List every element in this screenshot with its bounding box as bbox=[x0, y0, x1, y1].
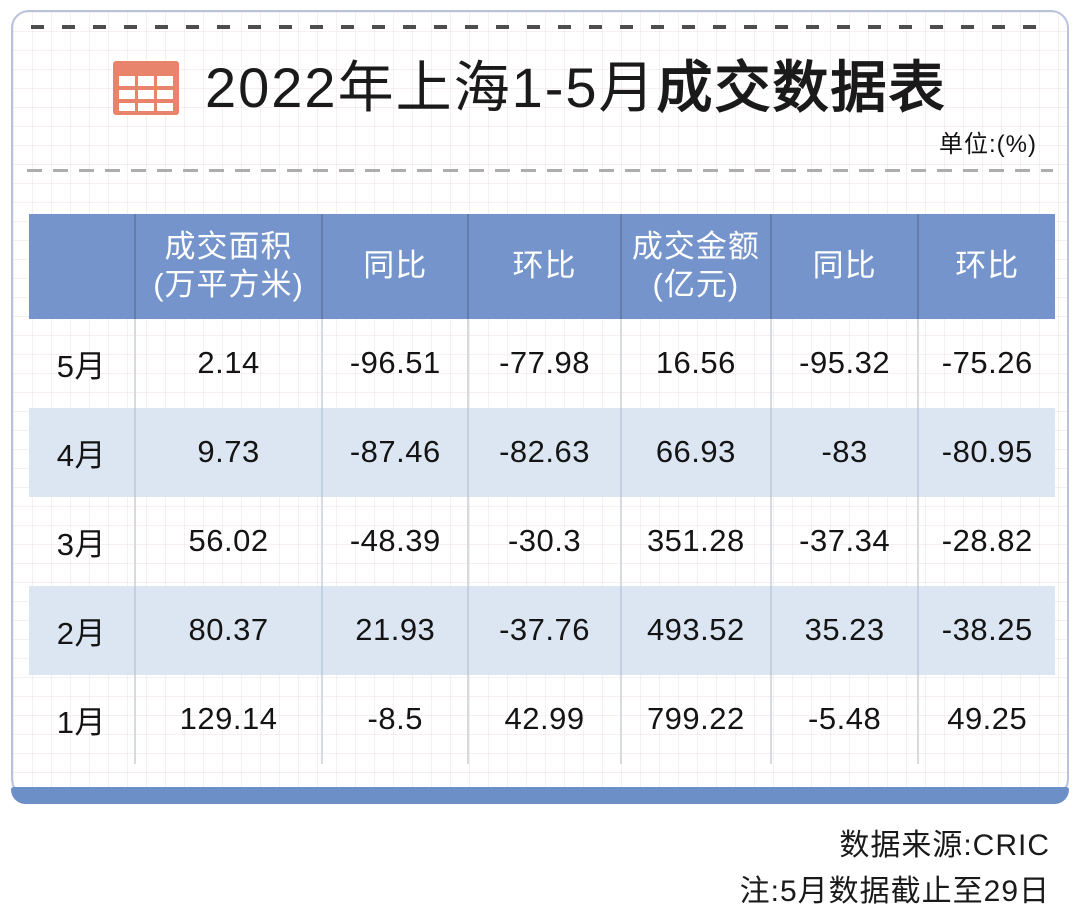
page-title: 2022年上海1-5月成交数据表 bbox=[205, 56, 947, 119]
value-cell: -8.5 bbox=[321, 674, 469, 764]
month-cell: 5月 bbox=[56, 348, 106, 384]
value-cell: -37.34 bbox=[769, 496, 919, 586]
title-bold-part: 成交数据表 bbox=[656, 56, 947, 119]
top-dashed-line bbox=[31, 25, 1049, 29]
value-cell: -77.98 bbox=[467, 318, 621, 408]
header-cell: 成交面积 (万平方米) bbox=[133, 213, 323, 319]
value-cell: 42.99 bbox=[467, 674, 621, 764]
value-cell: 129.14 bbox=[133, 674, 323, 764]
page: 2022年上海1-5月成交数据表 单位:(%) 成交面积 (万平方米) 同比 环比 成交… bbox=[0, 10, 1080, 914]
value-cell: -48.39 bbox=[321, 496, 469, 586]
data-source-label: 数据来源:CRIC bbox=[839, 829, 1050, 862]
header-cell: 环比 bbox=[917, 213, 1055, 319]
table-row: 4月 9.73 -87.46 -82.63 66.93 -83 -80.95 bbox=[29, 407, 1055, 497]
value-cell: -96.51 bbox=[321, 318, 469, 408]
table-header: 成交面积 (万平方米) 同比 环比 成交金额 (亿元) 同比 环比 bbox=[29, 213, 1055, 319]
month-cell: 2月 bbox=[29, 585, 135, 675]
header-cell: 同比 bbox=[769, 213, 919, 319]
value-cell: 16.56 bbox=[619, 318, 771, 408]
title-row: 2022年上海1-5月成交数据表 bbox=[113, 56, 1067, 119]
value-cell: 9.73 bbox=[133, 407, 323, 497]
table-row: 1月 129.14 -8.5 42.99 799.22 -5.48 49.25 bbox=[29, 674, 1055, 764]
table-row: 2月 80.37 21.93 -37.76 493.52 35.23 -38.25 bbox=[29, 585, 1055, 675]
card-bottom-bar bbox=[11, 787, 1069, 804]
value-cell: -87.46 bbox=[321, 407, 469, 497]
month-cell: 1月 bbox=[56, 704, 106, 740]
value-cell: -28.82 bbox=[917, 496, 1055, 586]
month-cell: 3月 bbox=[56, 526, 106, 562]
data-note-label: 注:5月数据截止至29日 bbox=[739, 874, 1050, 908]
value-cell: 2.14 bbox=[133, 318, 323, 408]
value-cell: 56.02 bbox=[133, 496, 323, 586]
data-table: 成交面积 (万平方米) 同比 环比 成交金额 (亿元) 同比 环比 5月 2.14 -96.51-… bbox=[29, 213, 1055, 764]
value-cell: -80.95 bbox=[917, 407, 1055, 497]
title-regular-part: 2022年上海1-5月 bbox=[205, 56, 657, 119]
footer: 数据来源:CRIC 注:5月数据截止至29日 bbox=[0, 823, 1050, 914]
header-cell: 同比 bbox=[321, 213, 469, 319]
value-cell: -5.48 bbox=[769, 674, 919, 764]
data-card: 2022年上海1-5月成交数据表 单位:(%) 成交面积 (万平方米) 同比 环比 成交… bbox=[11, 10, 1069, 804]
value-cell: 66.93 bbox=[619, 407, 771, 497]
month-cell: 4月 bbox=[29, 407, 135, 497]
value-cell: -38.25 bbox=[917, 585, 1055, 675]
unit-label: 单位:(%) bbox=[939, 130, 1037, 158]
value-cell: 799.22 bbox=[619, 674, 771, 764]
value-cell: 21.93 bbox=[321, 585, 469, 675]
value-cell: -37.76 bbox=[467, 585, 621, 675]
table-header-row: 成交面积 (万平方米) 同比 环比 成交金额 (亿元) 同比 环比 bbox=[29, 213, 1055, 319]
header-cell-empty bbox=[29, 213, 135, 319]
header-cell: 成交金额 (亿元) bbox=[619, 213, 771, 319]
value-cell: -75.26 bbox=[917, 318, 1055, 408]
table-row: 3月 56.02 -48.39 -30.3 351.28 -37.34 -28.82 bbox=[29, 496, 1055, 586]
value-cell: -82.63 bbox=[467, 407, 621, 497]
table-row: 5月 2.14 -96.51 -77.98 16.56 -95.32 -75.26 bbox=[29, 318, 1055, 408]
value-cell: 351.28 bbox=[619, 496, 771, 586]
table-body: 5月 2.14 -96.51 -77.98 16.56 -95.32 -75.26 4月 9.7… bbox=[29, 318, 1055, 764]
header-cell: 环比 bbox=[467, 213, 621, 319]
value-cell: -95.32 bbox=[769, 318, 919, 408]
value-cell: 35.23 bbox=[769, 585, 919, 675]
table-grid-icon bbox=[113, 61, 179, 116]
value-cell: 80.37 bbox=[133, 585, 323, 675]
value-cell: 493.52 bbox=[619, 585, 771, 675]
value-cell: -30.3 bbox=[467, 496, 621, 586]
value-cell: 49.25 bbox=[917, 674, 1055, 764]
value-cell: -83 bbox=[769, 407, 919, 497]
title-divider-dashed bbox=[27, 168, 1053, 172]
